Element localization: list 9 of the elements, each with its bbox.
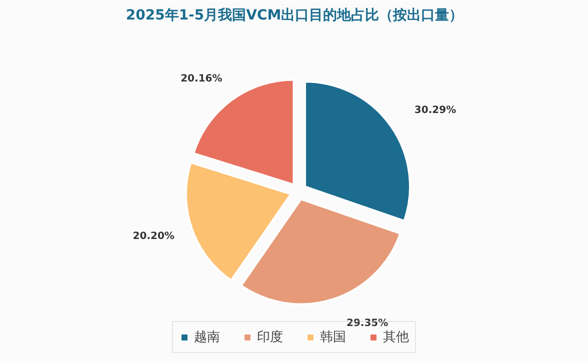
- data-label: 30.29%: [414, 105, 456, 116]
- chart-title: 2025年1-5月我国VCM出口目的地占比（按出口量）: [126, 8, 464, 24]
- data-label: 29.35%: [346, 318, 388, 330]
- legend-label: 韩国: [320, 329, 346, 346]
- legend-label: 越南: [194, 329, 220, 346]
- legend-label: 印度: [257, 329, 283, 346]
- data-label: 20.20%: [132, 231, 174, 242]
- data-label: 20.16%: [180, 74, 222, 85]
- legend-label: 其他: [383, 329, 409, 346]
